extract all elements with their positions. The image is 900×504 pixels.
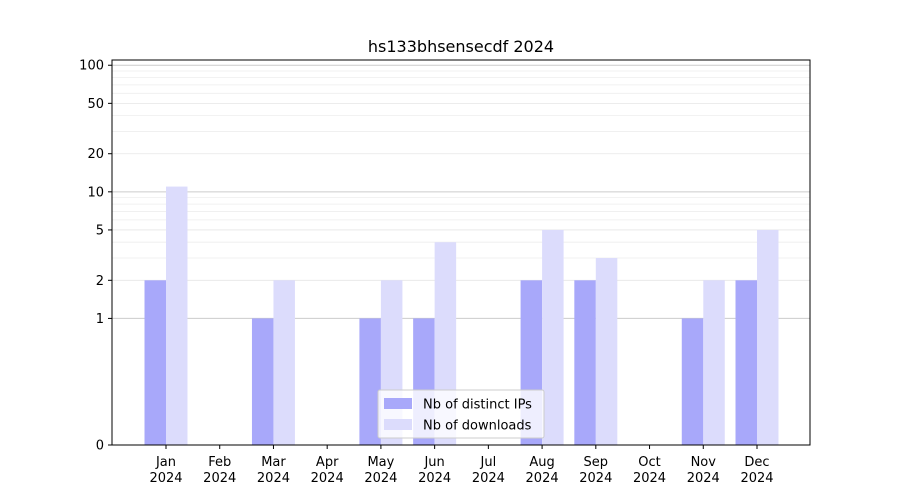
x-tick-label-year: 2024: [364, 471, 397, 486]
bar-distinct-ips-may: [359, 318, 381, 445]
legend: Nb of distinct IPs Nb of downloads: [377, 389, 545, 439]
x-tick-label-year: 2024: [257, 471, 290, 486]
bar-downloads-mar: [273, 280, 295, 445]
bar-distinct-ips-mar: [251, 318, 274, 445]
y-tick-label: 2: [96, 274, 104, 289]
x-tick-label-month: Sep: [584, 455, 609, 470]
legend-box: [377, 389, 545, 439]
grid-lines: [112, 64, 810, 319]
axes: 0125102050100Jan2024Feb2024Mar2024Apr202…: [79, 59, 811, 486]
x-tick-label-month: Jul: [480, 455, 497, 470]
bar-distinct-ips-sep: [574, 280, 596, 445]
bar-downloads-nov: [703, 280, 725, 445]
x-tick-label-year: 2024: [579, 471, 612, 486]
x-tick-label-month: Nov: [691, 455, 717, 470]
y-tick-label: 20: [87, 147, 104, 162]
legend-label-downloads: Nb of downloads: [423, 419, 532, 434]
x-tick-label-year: 2024: [418, 471, 451, 486]
y-tick-label: 0: [96, 439, 104, 454]
x-tick-label-year: 2024: [472, 471, 505, 486]
bar-distinct-ips-jan: [144, 280, 166, 445]
x-tick-label-year: 2024: [526, 471, 559, 486]
x-tick-label-month: Apr: [316, 455, 339, 470]
y-tick-label: 5: [96, 223, 104, 238]
x-tick-label-month: Mar: [261, 455, 286, 470]
x-tick-label-month: Jun: [423, 455, 444, 470]
bar-distinct-ips-nov: [681, 318, 704, 445]
x-tick-label-month: Aug: [529, 455, 554, 470]
x-tick-label-year: 2024: [633, 471, 666, 486]
bar-distinct-ips-dec: [735, 280, 757, 445]
x-tick-label-year: 2024: [203, 471, 236, 486]
y-tick-label: 10: [87, 185, 104, 200]
y-tick-label: 100: [79, 59, 104, 74]
legend-swatch-downloads: [384, 419, 412, 430]
x-tick-label-year: 2024: [311, 471, 344, 486]
legend-label-distinct-ips: Nb of distinct IPs: [423, 398, 532, 413]
y-tick-label: 1: [96, 312, 104, 327]
plot-frame: [111, 59, 811, 446]
bar-downloads-dec: [757, 229, 779, 445]
chart-title: hs133bhsensecdf 2024: [368, 37, 554, 56]
x-tick-label-year: 2024: [740, 471, 773, 486]
x-tick-label-month: May: [367, 455, 394, 470]
legend-swatch-distinct-ips: [384, 398, 412, 409]
bar-downloads-jan: [166, 186, 188, 446]
x-tick-label-month: Jan: [155, 455, 176, 470]
bars: [144, 186, 779, 446]
x-tick-label-month: Oct: [638, 455, 660, 470]
bar-downloads-aug: [542, 229, 564, 445]
y-tick-label: 50: [87, 97, 104, 112]
bar-downloads-sep: [595, 258, 618, 445]
x-tick-label-month: Feb: [208, 455, 231, 470]
x-tick-label-year: 2024: [149, 471, 182, 486]
x-tick-label-month: Dec: [744, 455, 769, 470]
x-tick-label-year: 2024: [687, 471, 720, 486]
